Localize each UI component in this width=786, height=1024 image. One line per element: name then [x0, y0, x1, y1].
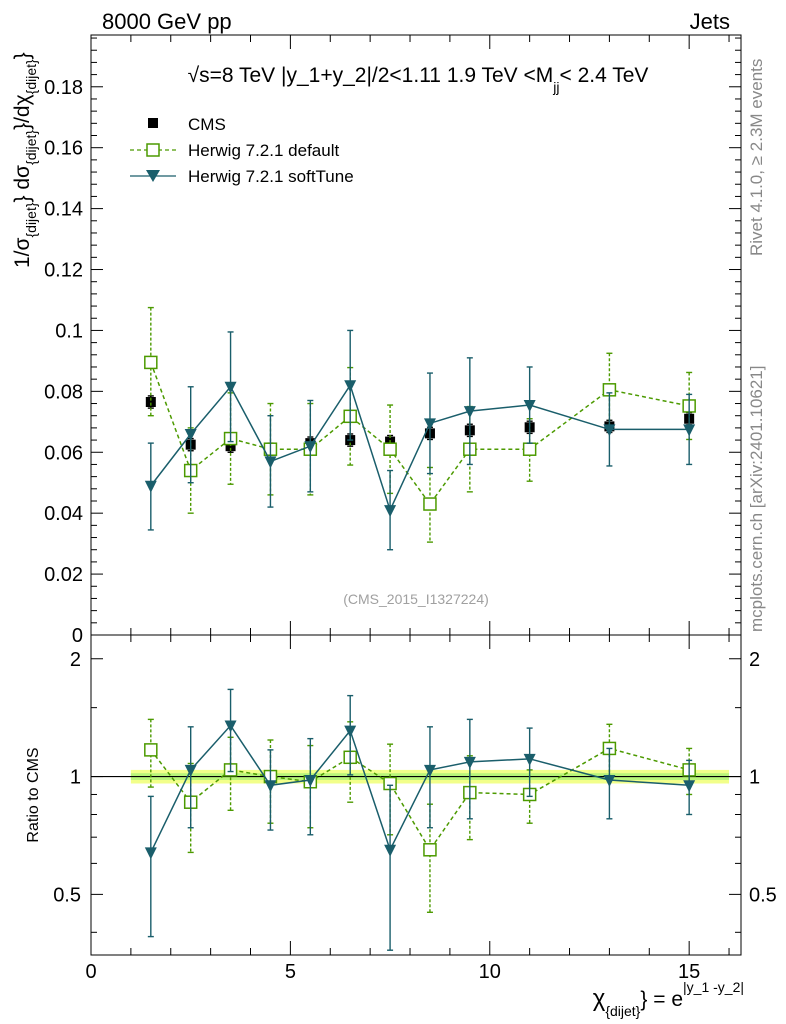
x-tick-label: 15: [678, 961, 700, 983]
rivet-label: Rivet 4.1.0, ≥ 2.3M events: [747, 59, 766, 256]
softtune-point: [344, 380, 357, 393]
legend-cms-marker: [148, 118, 158, 128]
legend-default-marker: [146, 143, 160, 157]
y-tick-label: 0.14: [44, 199, 83, 221]
softtune-point: [463, 406, 476, 419]
legend-cms-label: CMS: [188, 115, 226, 134]
y-tick-label: 0.16: [44, 138, 83, 160]
ratio-tick-label: 0.5: [53, 884, 81, 906]
legend-default-label: Herwig 7.2.1 default: [188, 141, 339, 160]
softtune-ratio-point: [384, 844, 397, 857]
softtune-ratio-point: [423, 764, 436, 777]
y-tick-label: 0.12: [44, 260, 83, 282]
softtune-point: [224, 381, 237, 394]
softtune-ratio-point: [463, 756, 476, 769]
legend-softtune-label: Herwig 7.2.1 softTune: [188, 167, 354, 186]
cms-point: [145, 397, 156, 408]
ratio-y-label: Ratio to CMS: [25, 747, 42, 842]
legend-herwig-default: Herwig 7.2.1 default: [130, 141, 339, 160]
softtune-ratio-point: [264, 780, 277, 793]
softtune-point: [523, 400, 536, 413]
main-panel: 0 0.02 0.04 0.06 0.08 0.1 0.12 0.14 0.16 0.18 √s=…: [11, 34, 742, 647]
y-tick-label: 0.08: [44, 381, 83, 403]
softtune-point: [384, 505, 397, 518]
softtune-ratio-point: [523, 753, 536, 766]
softtune-point: [264, 456, 277, 469]
x-tick-label: 10: [479, 961, 501, 983]
ratio-tick-label: 2: [70, 649, 81, 671]
mcplots-label: mcplots.cern.ch [arXiv:2401.10621]: [747, 366, 766, 632]
legend: CMS Herwig 7.2.1 default Herwig 7.2.1 so…: [130, 115, 354, 186]
softtune-point: [423, 418, 436, 431]
softtune-ratio-point: [304, 774, 317, 787]
y-tick-label: 0.18: [44, 77, 83, 99]
default-point: [423, 497, 437, 511]
default-point: [522, 442, 537, 456]
softtune-line: [150, 383, 690, 513]
ratio-tick-label-right: 2: [749, 649, 760, 671]
ratio-frame: [90, 634, 742, 956]
x-axis-label: χ{dijet}} = e|y_1 -y_2|: [593, 979, 744, 1019]
default-point: [144, 355, 158, 370]
softtune-ratio-point: [683, 780, 696, 793]
legend-softtune-marker: [146, 170, 160, 182]
y-tick-label: 0.04: [44, 503, 83, 525]
x-tick-label: 5: [285, 961, 296, 983]
softtune-point: [304, 441, 317, 454]
x-tick-label: 0: [85, 961, 96, 983]
y-tick-label: 0: [72, 625, 83, 647]
softtune-point: [603, 424, 616, 437]
legend-cms: CMS: [148, 115, 226, 134]
header-right: Jets: [690, 9, 730, 34]
y-tick-label: 0.1: [55, 320, 83, 342]
softtune-point: [683, 424, 696, 437]
softtune-ratio-point: [144, 847, 157, 860]
ratio-tick-label-right: 0.5: [749, 884, 777, 906]
softtune-ratio-point: [603, 774, 616, 787]
softtune-point: [184, 428, 197, 441]
header-left: 8000 GeV pp: [102, 9, 232, 34]
legend-herwig-softtune: Herwig 7.2.1 softTune: [130, 167, 354, 186]
softtune-point: [144, 480, 157, 493]
default-ratio-point: [144, 743, 158, 757]
y-tick-label: 0.06: [44, 442, 83, 464]
y-tick-label: 0.02: [44, 564, 83, 586]
softtune-ratio-line: [150, 724, 690, 853]
ratio-tick-label-right: 1: [749, 767, 760, 789]
softtune-ratio-point: [344, 725, 357, 738]
default-point: [383, 442, 397, 456]
cms-point: [225, 441, 236, 452]
softtune-ratio-point: [224, 720, 237, 733]
ratio-panel: 0.5 0.5 1 1 2 2 Ratio to CMS: [25, 634, 777, 956]
softtune-ratio-point: [184, 764, 197, 777]
default-ratio-point: [423, 843, 437, 857]
y-axis-label: 1/σ{dijet}} dσ{dijet}}/dχ{dijet}}: [11, 52, 39, 268]
ratio-tick-label: 1: [70, 767, 81, 789]
plot-title: √s=8 TeV |y_1+y_2|/2<1.11 1.9 TeV <Mjj< …: [188, 64, 649, 95]
watermark: (CMS_2015_I1327224): [343, 591, 489, 607]
